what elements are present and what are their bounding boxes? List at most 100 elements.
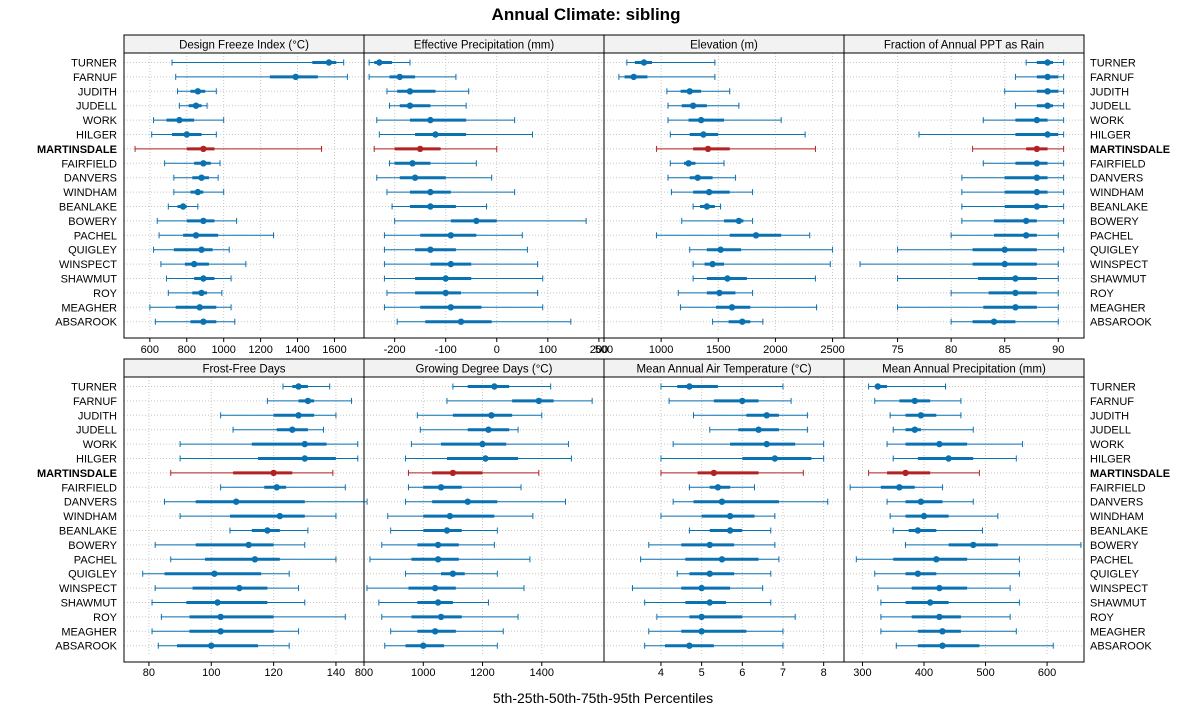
panel-frame	[123, 52, 365, 339]
panel: Elevation (m) 500 1000 1500 2000 2500	[595, 34, 845, 356]
median-point	[442, 275, 449, 282]
median-point	[427, 116, 434, 124]
median-point	[457, 318, 465, 325]
median-point	[427, 203, 434, 210]
site-label-left: SHAWMUT	[61, 598, 118, 610]
median-point	[686, 642, 693, 649]
x-tick-label: 120	[264, 667, 282, 679]
median-point	[933, 556, 940, 563]
panel-frame	[363, 52, 605, 339]
median-point	[718, 556, 726, 563]
median-point	[488, 412, 495, 419]
x-tick-label: 1200	[248, 344, 272, 356]
site-label-left: JUDELL	[76, 101, 117, 113]
site-label-right: JUDELL	[1090, 425, 1131, 437]
median-point	[446, 512, 454, 520]
median-point	[432, 131, 439, 138]
site-label-right: JUDITH	[1090, 410, 1129, 422]
median-point	[406, 102, 414, 109]
median-point	[914, 570, 922, 577]
site-label-right: ROY	[1090, 288, 1115, 300]
median-point	[211, 570, 218, 577]
median-point	[276, 512, 284, 520]
median-point	[710, 469, 718, 477]
panel-title: Elevation (m)	[690, 40, 758, 52]
x-tick-label: 600	[1038, 667, 1056, 679]
median-point	[726, 512, 734, 520]
median-point	[325, 59, 333, 66]
median-point	[1012, 275, 1019, 282]
x-tick-label: 6	[739, 667, 745, 679]
x-tick-label: -200	[384, 344, 406, 356]
median-point	[920, 512, 928, 520]
site-label-right: SHAWMUT	[1090, 274, 1147, 286]
median-point	[724, 275, 731, 282]
x-tick-label: 1200	[470, 667, 494, 679]
median-point	[936, 440, 943, 448]
median-point	[704, 145, 712, 153]
median-point	[1022, 217, 1030, 225]
median-point	[706, 541, 713, 549]
x-axis-label: 5th-25th-50th-75th-95th Percentiles	[493, 690, 713, 706]
site-label-right: WINSPECT	[1090, 259, 1148, 271]
panel-frame	[123, 376, 365, 663]
median-point	[208, 642, 215, 649]
site-label-right: PACHEL	[1090, 554, 1133, 566]
panel: Mean Annual Air Temperature (°C) 4 5 6 7 8	[603, 358, 845, 679]
median-point	[728, 304, 736, 311]
median-point	[289, 426, 296, 433]
site-label-right: TURNER	[1090, 382, 1136, 394]
median-point	[911, 426, 918, 433]
median-point	[200, 318, 207, 325]
median-point	[630, 73, 637, 81]
x-tick-label: 500	[595, 344, 613, 356]
median-point	[694, 174, 701, 181]
median-point	[198, 174, 205, 181]
site-label-right: JUDELL	[1090, 101, 1131, 113]
site-label-left: FAIRFIELD	[61, 158, 117, 170]
x-tick-label: 400	[915, 667, 933, 679]
median-point	[716, 289, 723, 297]
panel-title: Growing Degree Days (°C)	[416, 364, 553, 376]
median-point	[1033, 160, 1041, 167]
median-point	[176, 116, 183, 124]
x-tick-label: 500	[976, 667, 994, 679]
median-point	[752, 232, 760, 239]
site-label-right: MARTINSDALE	[1090, 144, 1170, 156]
x-tick-label: 90	[1052, 344, 1064, 356]
median-point	[304, 397, 312, 405]
median-point	[902, 469, 909, 477]
median-point	[936, 584, 943, 592]
site-label-left: QUIGLEY	[68, 569, 118, 581]
median-point	[911, 397, 918, 405]
median-point	[200, 145, 207, 153]
median-point	[464, 498, 471, 505]
x-tick-label: 800	[355, 667, 373, 679]
median-point	[990, 318, 998, 325]
median-point	[945, 455, 952, 462]
panel-frame	[843, 52, 1085, 339]
median-point	[409, 160, 416, 167]
median-point	[301, 440, 308, 448]
site-label-left: FARNUF	[73, 396, 117, 408]
site-label-left: WINDHAM	[63, 511, 117, 523]
panel-title: Effective Precipitation (mm)	[414, 40, 555, 52]
median-point	[689, 102, 697, 109]
x-tick-label: 200	[590, 344, 608, 356]
median-point	[443, 527, 451, 534]
median-point	[686, 88, 693, 95]
panel: Frost-Free Days 80 100 120 140	[123, 358, 368, 679]
median-point	[192, 232, 200, 239]
median-point	[936, 613, 943, 621]
median-point	[198, 246, 205, 253]
median-point	[447, 260, 455, 268]
site-label-right: FAIRFIELD	[1090, 482, 1146, 494]
median-point	[376, 59, 383, 66]
median-point	[434, 599, 442, 606]
x-tick-label: 80	[143, 667, 155, 679]
median-point	[1033, 145, 1041, 153]
site-label-left: PACHEL	[74, 554, 117, 566]
median-point	[1033, 203, 1041, 210]
median-point	[447, 232, 455, 239]
x-tick-label: 600	[141, 344, 159, 356]
